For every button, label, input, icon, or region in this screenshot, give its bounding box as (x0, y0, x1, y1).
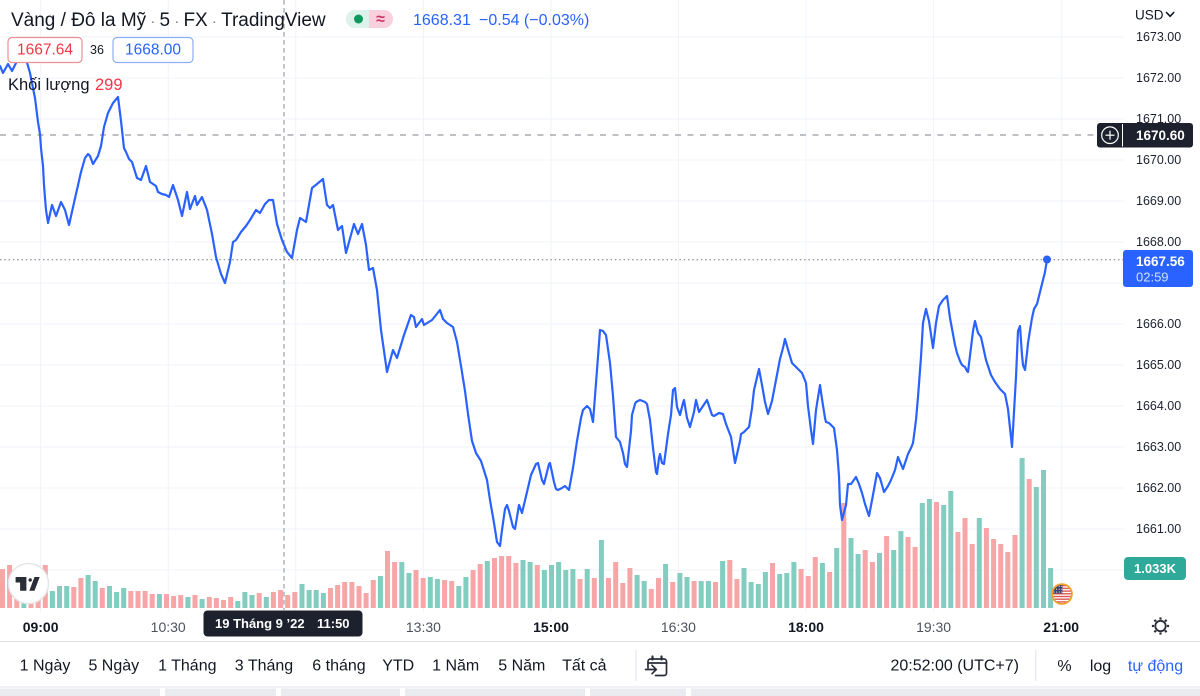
svg-text:36: 36 (90, 43, 104, 57)
svg-text:02:59: 02:59 (1136, 270, 1169, 285)
svg-text:10:30: 10:30 (151, 619, 186, 635)
svg-text:13:30: 13:30 (406, 619, 441, 635)
svg-text:Khối lượng: Khối lượng (8, 76, 90, 94)
svg-text:tự động: tự động (1128, 658, 1183, 675)
svg-text:log: log (1090, 658, 1111, 675)
svg-text:1668.00: 1668.00 (1136, 235, 1181, 249)
svg-text:09:00: 09:00 (23, 619, 59, 635)
svg-text:5 Năm: 5 Năm (498, 658, 545, 675)
svg-text:1666.00: 1666.00 (1136, 317, 1181, 331)
svg-text:1664.00: 1664.00 (1136, 399, 1181, 413)
svg-text:1665.00: 1665.00 (1136, 358, 1181, 372)
svg-text:19 Tháng 9 ’22: 19 Tháng 9 ’22 (215, 616, 305, 631)
svg-text:18:00: 18:00 (788, 619, 824, 635)
svg-text:1667.64: 1667.64 (17, 42, 73, 59)
svg-text:1 Năm: 1 Năm (432, 658, 479, 675)
svg-text:6 tháng: 6 tháng (312, 658, 365, 675)
svg-text:5 Ngày: 5 Ngày (88, 658, 139, 675)
svg-text:1668.00: 1668.00 (125, 42, 181, 59)
svg-text:1668.31: 1668.31 (413, 12, 471, 29)
svg-text:1670.60: 1670.60 (1136, 128, 1185, 143)
svg-text:21:00: 21:00 (1043, 619, 1079, 635)
svg-text:11:50: 11:50 (317, 616, 350, 631)
svg-text:YTD: YTD (382, 658, 414, 675)
svg-text:1670.00: 1670.00 (1136, 153, 1181, 167)
svg-text:1667.56: 1667.56 (1136, 254, 1185, 269)
svg-text:16:30: 16:30 (661, 619, 696, 635)
svg-text:1662.00: 1662.00 (1136, 481, 1181, 495)
svg-text:20:52:00 (UTC+7): 20:52:00 (UTC+7) (890, 658, 1019, 675)
svg-text:USD: USD (1135, 8, 1164, 23)
svg-text:15:00: 15:00 (533, 619, 569, 635)
svg-text:1673.00: 1673.00 (1136, 30, 1181, 44)
svg-text:1 Ngày: 1 Ngày (20, 658, 71, 675)
svg-text:Vàng / Đô la Mỹ · 5 · FX · Tra: Vàng / Đô la Mỹ · 5 · FX · TradingView (11, 10, 326, 31)
svg-text:1661.00: 1661.00 (1136, 522, 1181, 536)
svg-text:Tất cả: Tất cả (562, 658, 607, 675)
svg-text:−0.54 (−0.03%): −0.54 (−0.03%) (479, 12, 589, 29)
svg-text:299: 299 (95, 76, 123, 94)
svg-text:3 Tháng: 3 Tháng (235, 658, 293, 675)
svg-text:1672.00: 1672.00 (1136, 71, 1181, 85)
svg-text:1 Tháng: 1 Tháng (158, 658, 216, 675)
svg-text:1.033K: 1.033K (1134, 561, 1177, 576)
svg-text:1663.00: 1663.00 (1136, 440, 1181, 454)
svg-text:%: % (1057, 658, 1071, 675)
svg-text:≈: ≈ (376, 11, 385, 28)
svg-text:19:30: 19:30 (916, 619, 951, 635)
svg-text:1669.00: 1669.00 (1136, 194, 1181, 208)
svg-text:1671.00: 1671.00 (1136, 112, 1181, 126)
